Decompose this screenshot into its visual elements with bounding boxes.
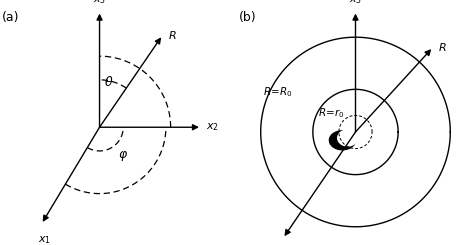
Text: $R$: $R$ xyxy=(168,29,177,41)
Text: $x_2$: $x_2$ xyxy=(206,121,219,133)
Text: (b): (b) xyxy=(239,11,257,24)
Text: $\varphi$: $\varphi$ xyxy=(118,149,128,163)
Text: (a): (a) xyxy=(2,11,20,24)
Polygon shape xyxy=(338,130,357,146)
Text: $x_3$: $x_3$ xyxy=(349,0,362,6)
Polygon shape xyxy=(329,131,356,150)
Text: $\theta$: $\theta$ xyxy=(103,75,113,89)
Text: $x_1$: $x_1$ xyxy=(38,234,52,245)
Text: $x_3$: $x_3$ xyxy=(93,0,106,6)
Text: $R$: $R$ xyxy=(438,41,447,53)
Text: $R\!=\!r_0$: $R\!=\!r_0$ xyxy=(318,106,345,120)
Text: $R\!=\!R_0$: $R\!=\!R_0$ xyxy=(263,85,293,98)
